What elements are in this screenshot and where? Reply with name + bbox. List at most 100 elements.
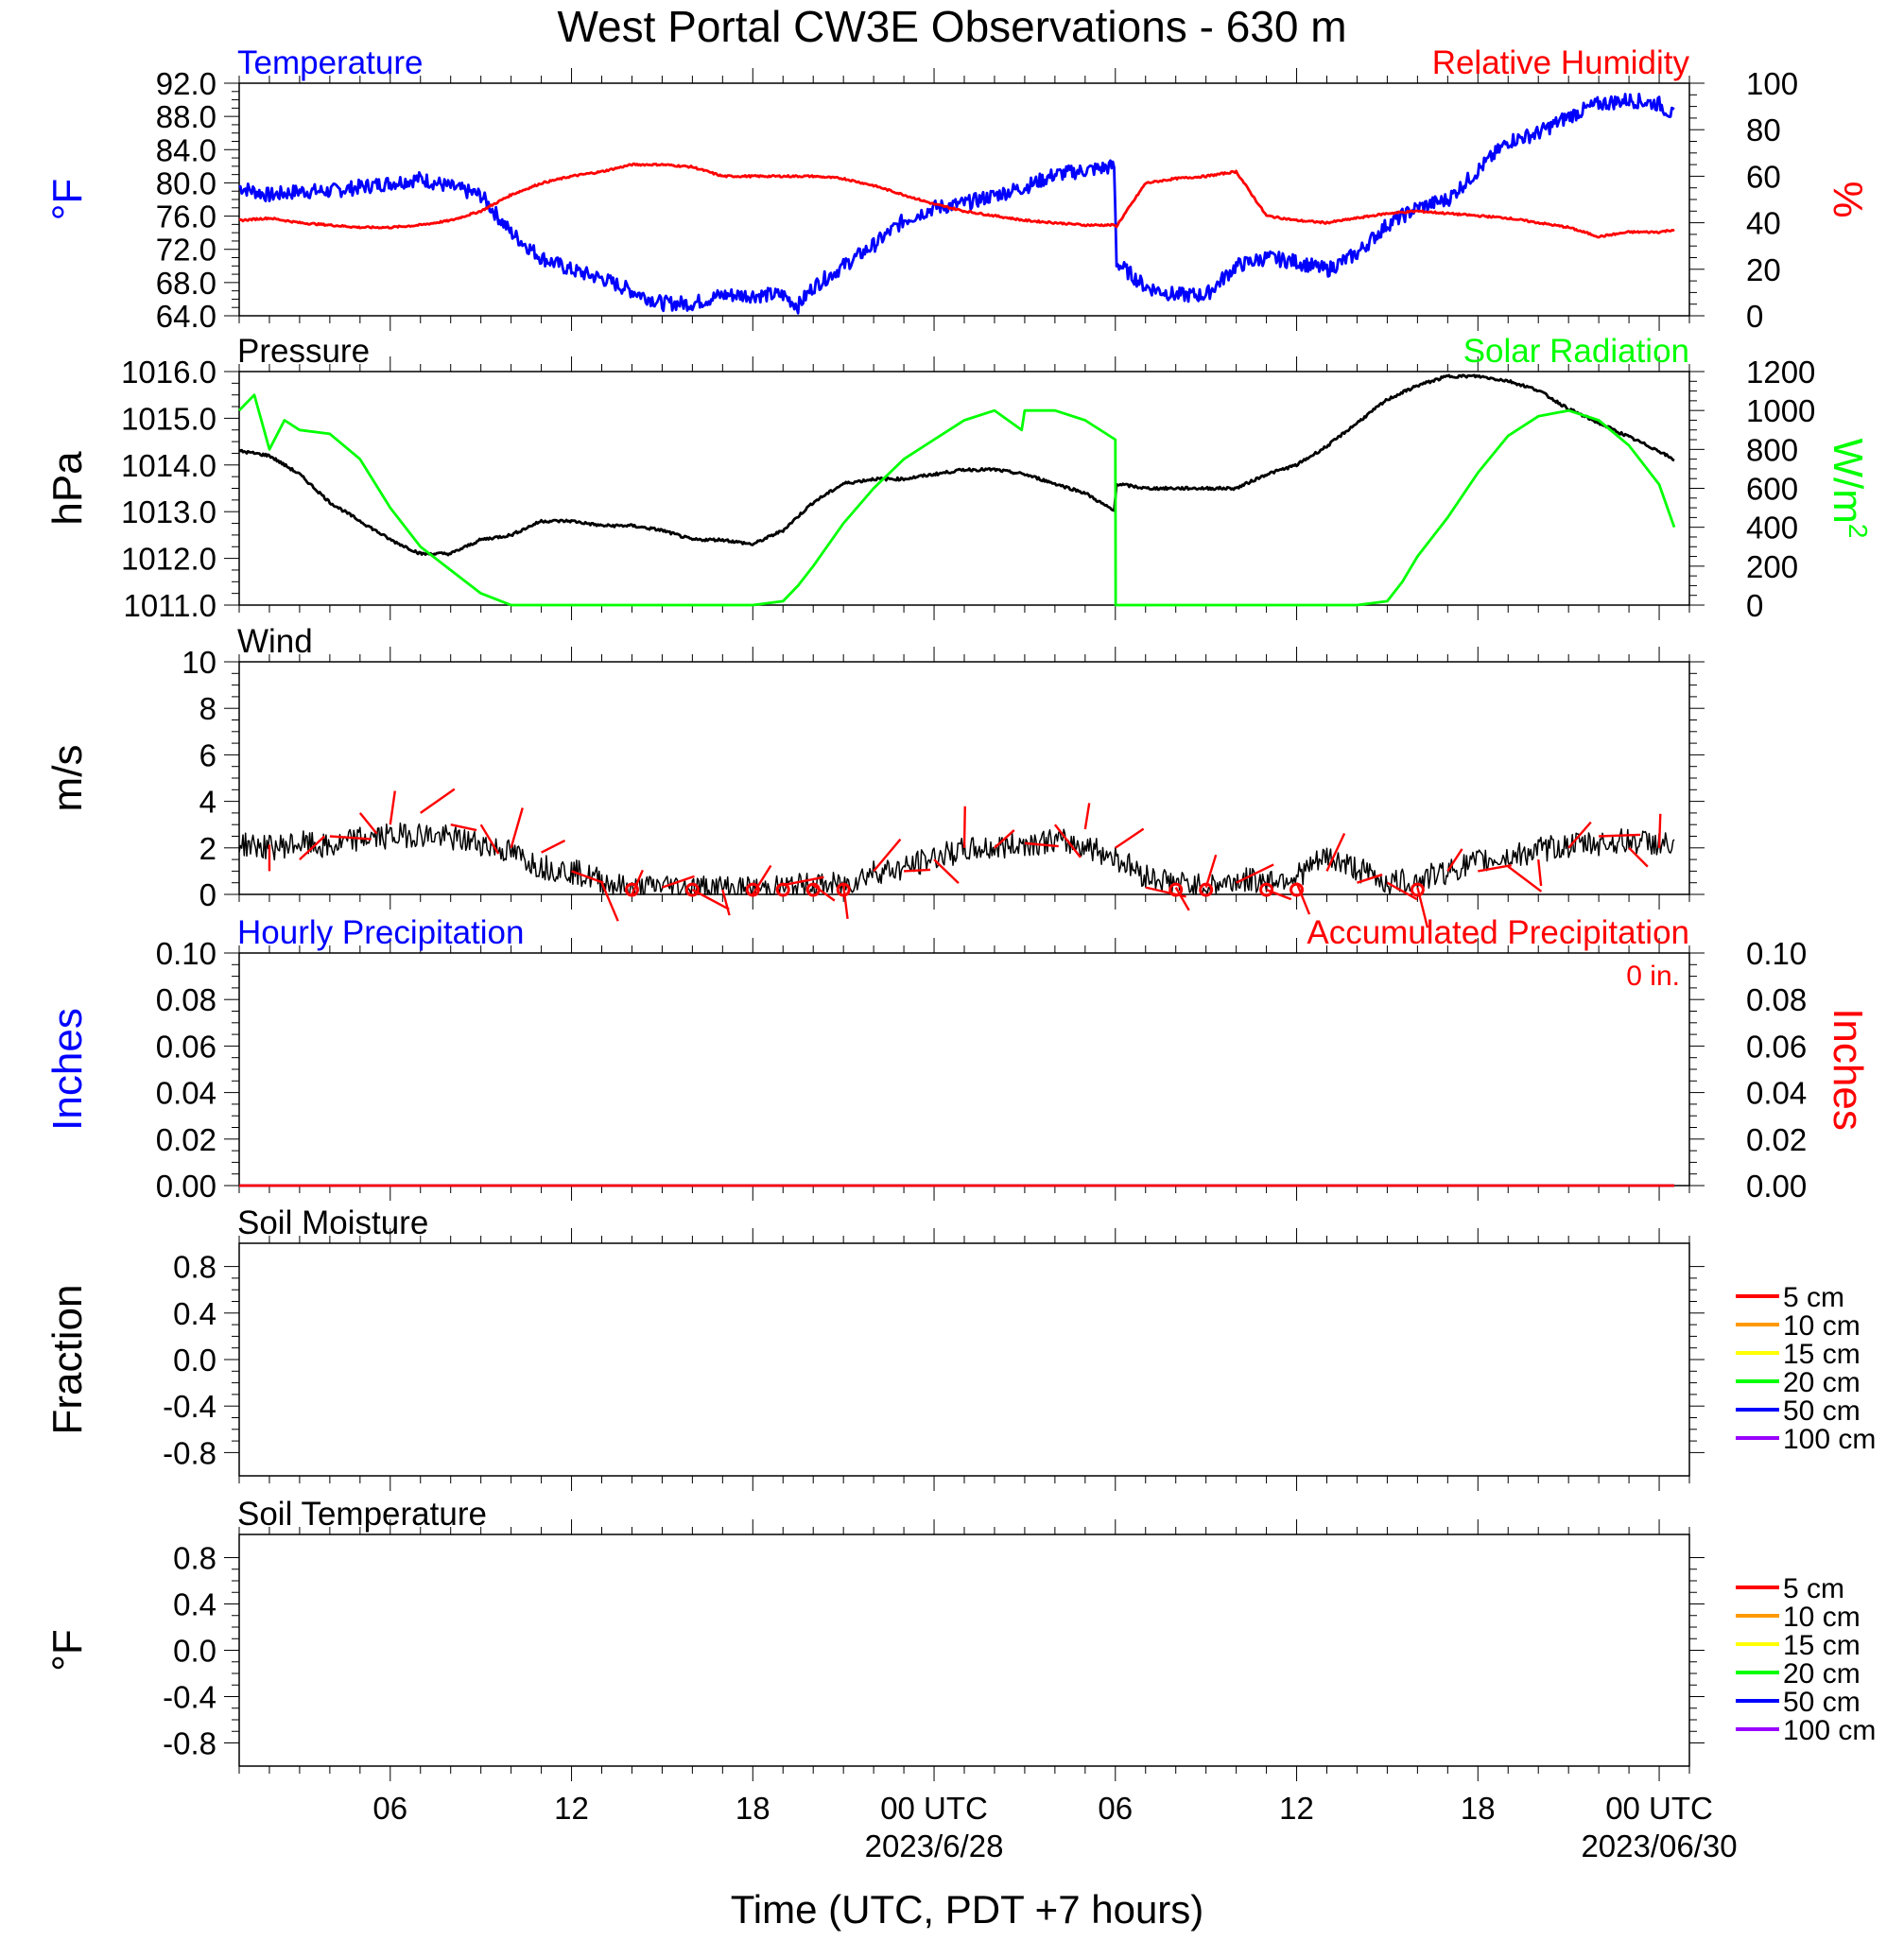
legend-label: 10 cm xyxy=(1783,1602,1861,1633)
wind-barb xyxy=(1628,846,1649,868)
wind-barb xyxy=(721,889,731,916)
panel-wind: 0 2 4 6 8 10 Wind m/s xyxy=(44,623,1705,928)
x-tick-label: 06 xyxy=(372,1791,407,1826)
wind-barb xyxy=(1115,827,1145,849)
wind-barb xyxy=(358,812,378,835)
wind-barb xyxy=(1174,887,1190,911)
wind-barb xyxy=(1083,803,1091,830)
y-tick-label-right: 200 xyxy=(1746,549,1798,584)
wind-barb xyxy=(1053,823,1082,858)
wind-barb xyxy=(662,875,695,889)
series-solar-radiation xyxy=(237,393,1676,607)
y-tick-label-left: 0.8 xyxy=(173,1541,216,1576)
y-tick-label-left: 0 xyxy=(199,877,216,912)
accumulated-total-label: 0 in. xyxy=(1626,961,1680,992)
y-tick-label-left: 1013.0 xyxy=(121,494,216,529)
wind-barb xyxy=(1599,833,1641,838)
y-tick-label-right: 80 xyxy=(1746,113,1781,147)
y-axis-unit-left: Inches xyxy=(44,1008,91,1131)
y-tick-label-left: 0.08 xyxy=(156,982,216,1017)
y-axis-unit-left: m/s xyxy=(44,745,91,812)
wind-barb xyxy=(1295,882,1311,915)
panel-title-left: Wind xyxy=(237,623,313,660)
calm-wind-marker xyxy=(1199,882,1214,897)
y-tick-label-left: 80.0 xyxy=(156,165,216,200)
wind-barb xyxy=(1024,841,1059,848)
wind-barb xyxy=(904,868,931,873)
y-axis-unit-left: °F xyxy=(44,179,91,220)
y-tick-label-left: -0.4 xyxy=(163,1389,216,1424)
calm-wind-marker xyxy=(775,882,790,897)
series-pressure xyxy=(238,373,1675,557)
y-axis-unit-right: Inches xyxy=(1825,1008,1871,1131)
y-tick-label-left: 0.8 xyxy=(173,1250,216,1285)
legend-label: 50 cm xyxy=(1783,1395,1861,1427)
calm-wind-marker xyxy=(836,882,851,897)
wind-barb xyxy=(541,839,566,854)
y-tick-label-left: 64.0 xyxy=(156,299,216,334)
panels: 64.068.072.076.080.084.088.092.002040608… xyxy=(44,44,1876,1863)
series-wind xyxy=(238,822,1675,895)
calm-wind-marker xyxy=(1410,882,1425,897)
x-date-label: 2023/6/28 xyxy=(865,1828,1004,1863)
wind-barb xyxy=(631,869,644,895)
wind-barb xyxy=(1386,881,1418,901)
y-tick-label-right: 1000 xyxy=(1746,393,1815,428)
y-tick-label-right: 100 xyxy=(1746,66,1798,101)
y-tick-label-left: 76.0 xyxy=(156,199,216,234)
panel-temp-rh: 64.068.072.076.080.084.088.092.0 0 20 40 60 8… xyxy=(44,44,1871,334)
y-tick-label-left: 72.0 xyxy=(156,233,216,268)
wind-barb xyxy=(812,884,836,902)
x-axis-title: Time (UTC, PDT +7 hours) xyxy=(731,1887,1204,1932)
y-tick-label-left: 1015.0 xyxy=(121,401,216,436)
y-tick-label-left: 84.0 xyxy=(156,132,216,167)
y-tick-label-left: 0.00 xyxy=(156,1169,216,1204)
panel-title-left: Soil Temperature xyxy=(237,1496,487,1533)
x-tick-label: 00 UTC xyxy=(880,1791,988,1826)
wind-barb xyxy=(933,858,960,884)
wind-barb xyxy=(1325,833,1346,872)
wind-barb xyxy=(420,788,456,814)
legend-label: 20 cm xyxy=(1783,1367,1861,1398)
legend-label: 15 cm xyxy=(1783,1339,1861,1370)
y-tick-label-left: -0.4 xyxy=(163,1680,216,1715)
wind-barb xyxy=(994,829,1015,849)
panel-pressure-solar: 1011.0 1012.0 1013.0 1014.0 1015.0 1016.0 0 200… xyxy=(44,333,1873,623)
wind-barb xyxy=(1567,821,1592,849)
x-tick-label: 12 xyxy=(1279,1791,1314,1826)
y-tick-label-left: 6 xyxy=(199,737,216,772)
wind-barb xyxy=(752,864,772,895)
panel-title-right: Accumulated Precipitation xyxy=(1307,914,1689,951)
legend-label: 10 cm xyxy=(1783,1310,1861,1342)
y-tick-label-right: 0.08 xyxy=(1746,982,1807,1017)
y-tick-label-right: 400 xyxy=(1746,511,1798,546)
y-axis-unit-right: % xyxy=(1825,181,1871,217)
y-axis-unit-left: Fraction xyxy=(44,1285,91,1435)
wind-barb xyxy=(389,790,396,825)
wind-barb xyxy=(1446,848,1463,873)
y-tick-label-left: -0.8 xyxy=(163,1435,216,1470)
wind-barb xyxy=(1357,873,1383,884)
plot-frame xyxy=(238,371,1690,606)
y-tick-label-left: 1014.0 xyxy=(121,448,216,483)
wind-barb xyxy=(299,835,326,860)
panel-title-right: Solar Radiation xyxy=(1463,333,1689,370)
panel-soil-moisture: -0.8 -0.4 0.0 0.4 0.8 Soil Moisture Fraction 5 … xyxy=(44,1204,1876,1491)
x-tick-label: 18 xyxy=(1461,1791,1496,1826)
plot-frame xyxy=(238,1242,1690,1477)
x-tick-label: 18 xyxy=(736,1791,770,1826)
panel-title-left: Hourly Precipitation xyxy=(237,914,524,951)
y-tick-label-right: 20 xyxy=(1746,252,1781,287)
y-tick-label-right: 60 xyxy=(1746,159,1781,194)
y-tick-label-left: 0.02 xyxy=(156,1122,216,1157)
wind-barb xyxy=(600,882,619,922)
unit-superscript: 2 xyxy=(1843,524,1873,539)
wind-barb xyxy=(479,823,500,855)
series-temperature xyxy=(238,93,1675,315)
x-tick-label: 12 xyxy=(554,1791,589,1826)
legend-label: 20 cm xyxy=(1783,1658,1861,1690)
y-tick-label-right: 0.10 xyxy=(1746,936,1807,971)
y-tick-label-left: 0.4 xyxy=(173,1296,216,1331)
